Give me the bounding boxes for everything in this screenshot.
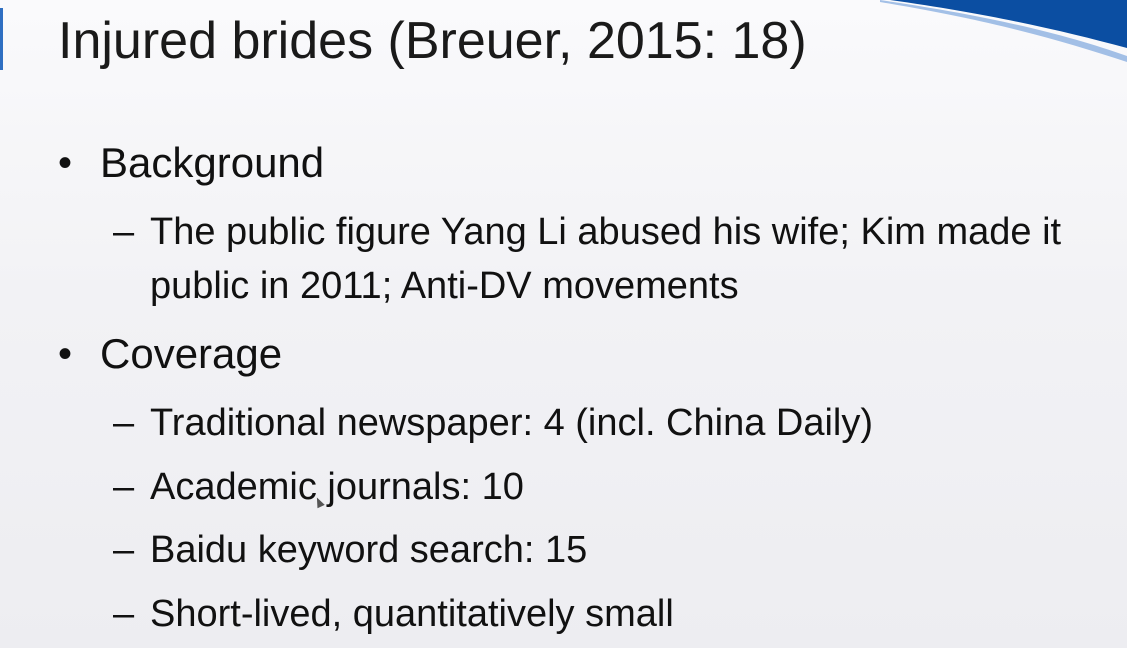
bullet-label: Coverage xyxy=(100,330,283,377)
sub-item-text: Academic journals: 10 xyxy=(150,466,524,508)
sub-item: – Traditional newspaper: 4 (incl. China … xyxy=(113,396,1093,450)
sub-item: – Academic journals: 10 xyxy=(113,460,1093,514)
bullet-dot: • xyxy=(58,332,73,376)
slide-title: Injured brides (Breuer, 2015: 18) xyxy=(58,12,807,70)
bullet-dot: • xyxy=(58,141,73,185)
sub-item-text: Short-lived, quantitatively small xyxy=(150,593,674,635)
sub-item-text: Baidu keyword search: 15 xyxy=(150,529,588,571)
sub-item: – Short-lived, quantitatively small xyxy=(113,587,1093,641)
sub-item-dash: – xyxy=(113,466,135,508)
bullet-label: Background xyxy=(100,139,325,186)
sub-item-text: The public figure Yang Li abused his wif… xyxy=(150,211,1062,307)
sub-item-text: Traditional newspaper: 4 (incl. China Da… xyxy=(150,402,874,444)
sub-item-dash: – xyxy=(113,402,135,444)
sub-item: – Baidu keyword search: 15 xyxy=(113,523,1093,577)
sub-item-dash: – xyxy=(113,593,135,635)
sub-item-dash: – xyxy=(113,211,135,253)
sub-item: – The public figure Yang Li abused his w… xyxy=(113,205,1093,313)
sub-item-dash: – xyxy=(113,529,135,571)
left-edge-accent xyxy=(0,8,3,70)
